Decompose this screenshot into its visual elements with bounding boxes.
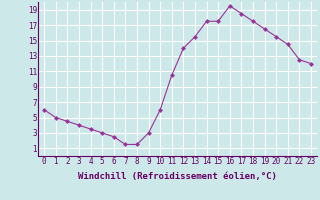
X-axis label: Windchill (Refroidissement éolien,°C): Windchill (Refroidissement éolien,°C) (78, 172, 277, 181)
